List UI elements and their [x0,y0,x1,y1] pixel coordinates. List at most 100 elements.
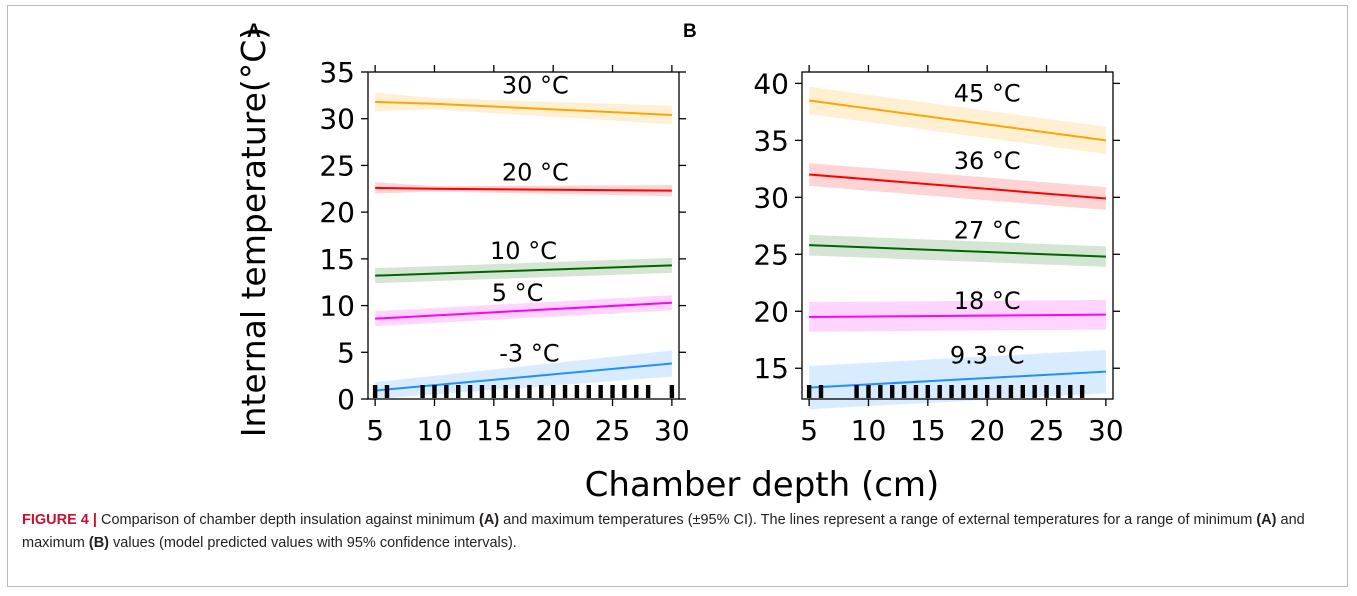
rug-mark [806,385,812,398]
rug-mark [1056,385,1061,398]
rug-mark [598,385,603,398]
y-tick-label: 35 [319,56,355,89]
rug-mark [996,385,1002,398]
rug-mark [973,385,978,398]
rug-mark [467,385,473,398]
series-line-a-0 [375,100,672,116]
rug-mark [818,385,824,398]
caption-text: values (model predicted values with 95% … [109,535,517,551]
y-tick-label: 25 [753,238,789,271]
rug-mark [420,385,425,398]
x-tick-label: 30 [654,414,690,447]
rug-mark [913,385,919,398]
caption-text: and maximum temperatures (±95% CI). The … [499,512,1257,528]
caption-label: FIGURE 4 | [22,512,97,528]
x-tick-label: 25 [1029,414,1065,447]
rug-mark [1008,385,1014,398]
series-line-a-3 [375,301,672,320]
rug-mark [854,385,859,398]
x-tick-label: 10 [417,414,453,447]
rug-mark [984,385,990,398]
panel-label: A [247,21,261,42]
rug-mark [901,385,907,398]
y-tick-label: 5 [337,336,355,369]
x-tick-label: 25 [595,414,631,447]
series-label: 9.3 °C [950,342,1025,370]
rug-mark [503,385,508,398]
y-tick-label: 20 [753,295,789,328]
rug-mark [444,385,449,398]
y-tick-label: 15 [753,352,789,385]
rug-mark [890,385,895,398]
y-tick-label: 15 [319,243,355,276]
rug-mark [949,385,954,398]
caption-text: and maximum [22,512,1305,551]
series-line-b-2 [809,244,1106,258]
rug-mark [610,385,615,398]
series-label: 27 °C [954,216,1021,244]
rug-mark [586,385,591,398]
panel-label: B [683,21,697,42]
rug-mark [527,385,532,398]
series-line-b-4 [809,370,1106,389]
rug-mark [550,385,556,398]
y-tick-label: 40 [753,67,789,100]
rug-mark [1079,385,1085,398]
rug-mark [1044,385,1049,398]
figure-caption: FIGURE 4 | Comparison of chamber depth i… [22,509,1332,555]
series-label: 45 °C [954,80,1021,108]
rug-mark [562,385,568,398]
y-tick-label: 30 [319,103,355,136]
rug-mark [574,385,580,398]
series-line-b-1 [809,173,1106,200]
x-tick-label: 20 [969,414,1005,447]
series-label: -3 °C [499,340,559,368]
rug-mark [479,385,485,398]
panel-a: 30 °C20 °C10 °C5 °C-3 °C5 10 15 20 25 3005101… [247,21,690,447]
x-tick-label: 5 [366,414,384,447]
y-tick-label: 35 [753,124,789,157]
series-label: 10 °C [490,237,557,265]
caption-panel-ref: (B) [88,535,110,551]
series-label: 18 °C [954,287,1021,315]
rug-mark [432,385,437,398]
y-tick-label: 0 [337,383,355,416]
rug-mark [634,385,639,398]
series-label: 30 °C [502,71,569,99]
rug-mark [372,385,378,398]
rug-mark [878,385,883,398]
rug-mark [491,385,497,398]
x-tick-label: 30 [1088,414,1124,447]
ci-band-a-4 [375,350,672,399]
rug-mark [515,385,520,398]
rug-mark [1020,385,1025,398]
rug-mark [622,385,627,398]
series-label: 20 °C [502,158,569,186]
rug-mark [669,385,675,398]
y-tick-label: 10 [319,290,355,323]
figure-frame [7,5,1348,587]
rug-mark [1032,385,1037,398]
y-axis-title: Internal temperature(°C) [234,27,273,437]
rug-mark [866,385,871,398]
caption-text: Comparison of chamber depth insulation a… [96,512,479,528]
rug-mark [645,385,651,398]
rug-mark [925,385,931,398]
caption-panel-ref: (A) [479,512,500,528]
rug-mark [1068,385,1073,398]
plot-frame [801,71,1114,400]
rug-mark [539,385,544,398]
x-tick-label: 15 [910,414,946,447]
series-line-b-3 [809,313,1106,318]
caption-panel-ref: (A) [1256,512,1277,528]
y-tick-label: 25 [319,149,355,182]
rug-mark [937,385,942,398]
series-label: 5 °C [492,279,544,307]
x-tick-label: 20 [535,414,571,447]
x-axis-title: Chamber depth (cm) [585,465,940,505]
series-line-b-0 [808,99,1107,142]
x-tick-label: 15 [476,414,512,447]
rug-mark [456,385,461,398]
series-line-a-1 [375,186,672,192]
